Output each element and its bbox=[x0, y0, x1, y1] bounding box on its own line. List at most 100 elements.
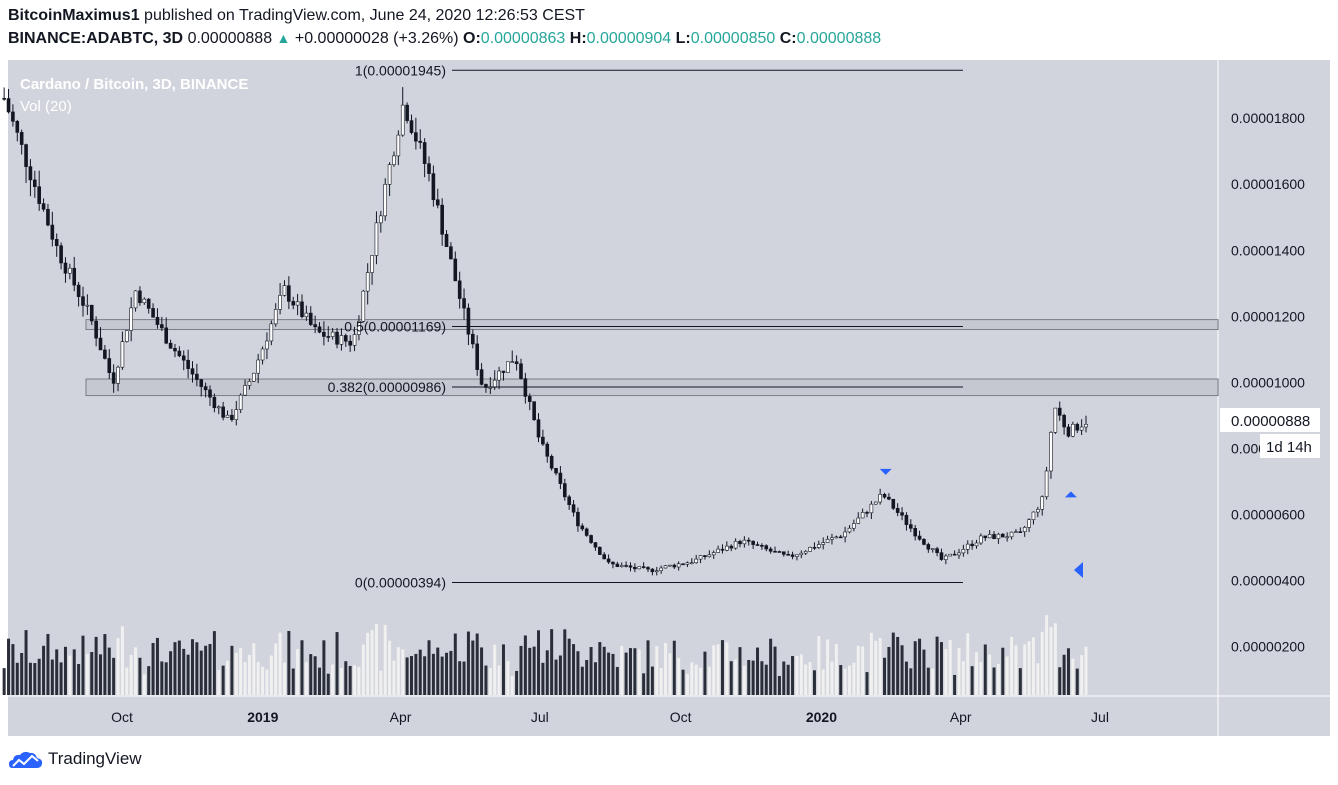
candle-body bbox=[755, 544, 760, 546]
volume-bar bbox=[462, 661, 466, 695]
volume-bar bbox=[2, 668, 6, 695]
candle-body bbox=[287, 285, 291, 302]
volume-bar bbox=[497, 665, 501, 695]
volume-bar bbox=[913, 641, 917, 695]
volume-bar bbox=[256, 662, 260, 695]
volume-bar bbox=[558, 655, 562, 695]
candle-body bbox=[860, 511, 865, 519]
volume-bar bbox=[891, 632, 895, 695]
volume-bar bbox=[782, 661, 786, 695]
volume-bar bbox=[208, 644, 212, 695]
volume-bar bbox=[970, 666, 974, 695]
candle-body bbox=[593, 542, 598, 548]
down-arrow-marker-icon[interactable] bbox=[879, 468, 892, 475]
volume-bar bbox=[795, 655, 799, 695]
candle-body bbox=[641, 566, 646, 568]
open-value: 0.00000863 bbox=[480, 30, 566, 47]
volume-bar bbox=[628, 648, 632, 695]
volume-bar bbox=[1036, 663, 1040, 695]
fib-level-label-1: 1(0.00001945) bbox=[355, 62, 446, 78]
candle-body bbox=[300, 301, 304, 318]
candle-body bbox=[865, 511, 869, 514]
volume-bar bbox=[344, 661, 348, 695]
volume-bar bbox=[883, 657, 887, 695]
volume-bar bbox=[164, 662, 168, 695]
candle-body bbox=[418, 140, 423, 143]
candle-body bbox=[11, 111, 15, 122]
candle-body bbox=[992, 534, 996, 539]
volume-bar bbox=[418, 649, 422, 695]
candle-body bbox=[116, 366, 120, 384]
volume-bar bbox=[1062, 654, 1066, 695]
time-axis-area[interactable] bbox=[8, 696, 1218, 736]
volume-bar bbox=[729, 661, 733, 695]
volume-bar bbox=[160, 661, 164, 695]
publish-date: published on TradingView.com, June 24, 2… bbox=[144, 7, 585, 24]
volume-bar bbox=[528, 647, 532, 695]
candle-body bbox=[562, 483, 567, 498]
volume-bar bbox=[414, 653, 418, 695]
candle-body bbox=[383, 184, 388, 217]
price-axis-area[interactable] bbox=[1218, 60, 1330, 736]
candle-body bbox=[427, 163, 431, 174]
volume-bar bbox=[992, 667, 996, 695]
candle-body bbox=[781, 551, 786, 555]
volume-bar bbox=[786, 664, 790, 695]
low-value: 0.00000850 bbox=[690, 30, 776, 47]
up-arrow-marker-icon[interactable] bbox=[1064, 491, 1077, 498]
left-arrow-marker-icon[interactable] bbox=[1074, 562, 1083, 578]
candle-body bbox=[878, 494, 882, 503]
candle-body bbox=[939, 552, 944, 560]
candle-body bbox=[492, 379, 497, 388]
candle-body bbox=[138, 290, 142, 304]
x-tick-label: 2019 bbox=[247, 709, 278, 725]
candle-body bbox=[711, 552, 716, 556]
volume-bar bbox=[926, 667, 930, 695]
volume-bar bbox=[742, 665, 746, 695]
volume-bar bbox=[777, 675, 781, 695]
open-label: O: bbox=[463, 30, 481, 47]
x-tick-label: Oct bbox=[670, 709, 692, 725]
candle-body bbox=[1057, 407, 1062, 416]
candle-body bbox=[238, 394, 243, 410]
candle-body bbox=[269, 323, 274, 342]
candle-body bbox=[304, 312, 309, 318]
volume-bar bbox=[112, 657, 116, 695]
candle-body bbox=[72, 267, 77, 286]
candle-body bbox=[6, 98, 11, 113]
candle-body bbox=[85, 304, 90, 307]
resistance-zone-2[interactable] bbox=[85, 319, 1219, 331]
candle-body bbox=[506, 361, 510, 373]
candle-body bbox=[440, 204, 444, 235]
volume-bar bbox=[55, 649, 59, 695]
candle-body bbox=[856, 517, 861, 524]
volume-bar bbox=[1031, 637, 1035, 695]
candle-body bbox=[606, 558, 611, 563]
author-name[interactable]: BitcoinMaximus1 bbox=[8, 7, 140, 24]
volume-bar bbox=[304, 662, 308, 695]
candle-body bbox=[510, 361, 515, 363]
volume-bar bbox=[707, 666, 711, 695]
volume-bar bbox=[1049, 627, 1053, 695]
plot-area[interactable] bbox=[8, 60, 1218, 696]
y-tick-label: 0.00000200 bbox=[1231, 639, 1305, 655]
candle-body bbox=[672, 564, 677, 568]
volume-bar bbox=[177, 640, 181, 695]
brand-name: TradingView bbox=[48, 749, 142, 768]
volume-bar bbox=[182, 648, 186, 695]
candle-body bbox=[225, 414, 230, 418]
candle-body bbox=[120, 341, 125, 368]
volume-bar bbox=[764, 664, 768, 695]
candle-body bbox=[181, 355, 186, 361]
volume-bar bbox=[453, 633, 457, 695]
candle-body bbox=[24, 144, 28, 167]
volume-bar bbox=[996, 663, 1000, 695]
candle-body bbox=[676, 563, 681, 568]
candle-body bbox=[996, 533, 1001, 539]
volume-bar bbox=[769, 638, 773, 695]
volume-bar bbox=[931, 668, 935, 695]
tradingview-logo[interactable]: TradingView bbox=[8, 748, 142, 770]
volume-bar bbox=[1084, 646, 1088, 695]
candle-body bbox=[252, 372, 256, 382]
